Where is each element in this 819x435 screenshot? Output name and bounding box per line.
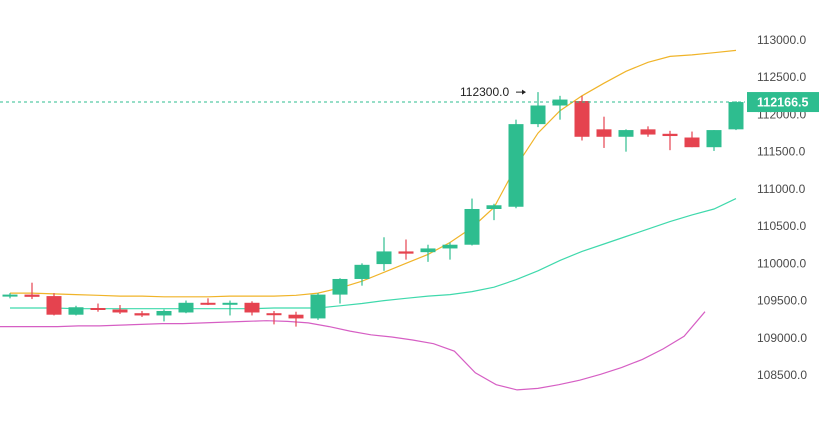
candle [134, 310, 150, 317]
candle [486, 203, 502, 221]
candle [222, 300, 238, 316]
high-annotation: 112300.0 [460, 85, 526, 99]
candle-body [112, 309, 128, 313]
candles [2, 92, 744, 327]
candle-body [486, 205, 502, 209]
candle [178, 300, 194, 314]
price-tick-label: 111500.0 [757, 145, 806, 159]
candle-body [68, 307, 84, 315]
current-price-tag-label: 112166.5 [757, 96, 808, 110]
candle-body [200, 302, 216, 305]
candle [420, 244, 436, 262]
candle [640, 126, 656, 137]
candle-body [156, 310, 172, 316]
price-tick-label: 112500.0 [757, 70, 806, 84]
candle [354, 263, 370, 286]
candle-body [222, 302, 238, 305]
price-tick-label: 109000.0 [757, 331, 807, 345]
candle-body [662, 133, 678, 137]
high-annotation-arrow-icon [522, 89, 526, 95]
candle [112, 305, 128, 314]
candle-body [332, 278, 348, 295]
price-tick-label: 108500.0 [757, 368, 807, 382]
candle-body [90, 308, 106, 310]
candle-body [266, 313, 282, 316]
candle [288, 311, 304, 327]
candle-body [134, 313, 150, 316]
candle [662, 130, 678, 151]
bollinger-bands [0, 49, 737, 391]
candle-body [24, 294, 40, 297]
candle [2, 293, 18, 299]
candle [398, 239, 414, 260]
price-tick-label: 109500.0 [757, 294, 807, 308]
candle-body [2, 294, 18, 297]
candle [728, 101, 744, 131]
price-tick-label: 111000.0 [757, 182, 806, 196]
candle-body [618, 130, 634, 137]
candle [156, 309, 172, 322]
price-tick-label: 110500.0 [757, 219, 806, 233]
upper-band-line [10, 49, 737, 298]
candle [376, 237, 392, 271]
candle-body [178, 302, 194, 313]
candle [332, 278, 348, 304]
candle [68, 305, 84, 316]
current-price-tag: 112166.5 [747, 92, 819, 113]
price-axis[interactable]: 113000.0112500.0112000.0111500.0111000.0… [747, 33, 819, 382]
candle-body [420, 248, 436, 253]
middle-band-line [10, 198, 737, 310]
candle-body [46, 296, 62, 315]
candle [266, 310, 282, 325]
candle [244, 301, 260, 316]
candle-body [398, 251, 414, 254]
candle-body [530, 105, 546, 125]
candle-body [706, 130, 722, 148]
candle [442, 242, 458, 260]
candle [200, 298, 216, 306]
candle [24, 282, 40, 300]
candle-body [376, 251, 392, 265]
candle [684, 131, 700, 148]
candle [90, 303, 106, 312]
candle-body [596, 129, 612, 137]
candle-body [442, 244, 458, 249]
candle-body [244, 302, 260, 313]
candle-body [354, 264, 370, 279]
candle-body [310, 294, 326, 319]
candle-body [574, 101, 590, 137]
candle-body [640, 129, 656, 135]
candle [530, 92, 546, 128]
lower-band-line [0, 311, 706, 391]
high-annotation-label: 112300.0 [460, 85, 509, 99]
price-tick-label: 113000.0 [757, 33, 806, 47]
candle [574, 95, 590, 141]
current-price-tag-bg [747, 92, 819, 113]
candle-body [684, 137, 700, 148]
candle [508, 119, 524, 209]
candle-body [464, 208, 480, 245]
candle-body [728, 102, 744, 130]
candle [706, 130, 722, 151]
candle-body [288, 314, 304, 319]
candle [310, 293, 326, 320]
candle-body [508, 124, 524, 207]
candle [464, 198, 480, 246]
candle [618, 129, 634, 152]
candle [596, 116, 612, 148]
price-tick-label: 110000.0 [757, 256, 806, 270]
candle [46, 293, 62, 316]
